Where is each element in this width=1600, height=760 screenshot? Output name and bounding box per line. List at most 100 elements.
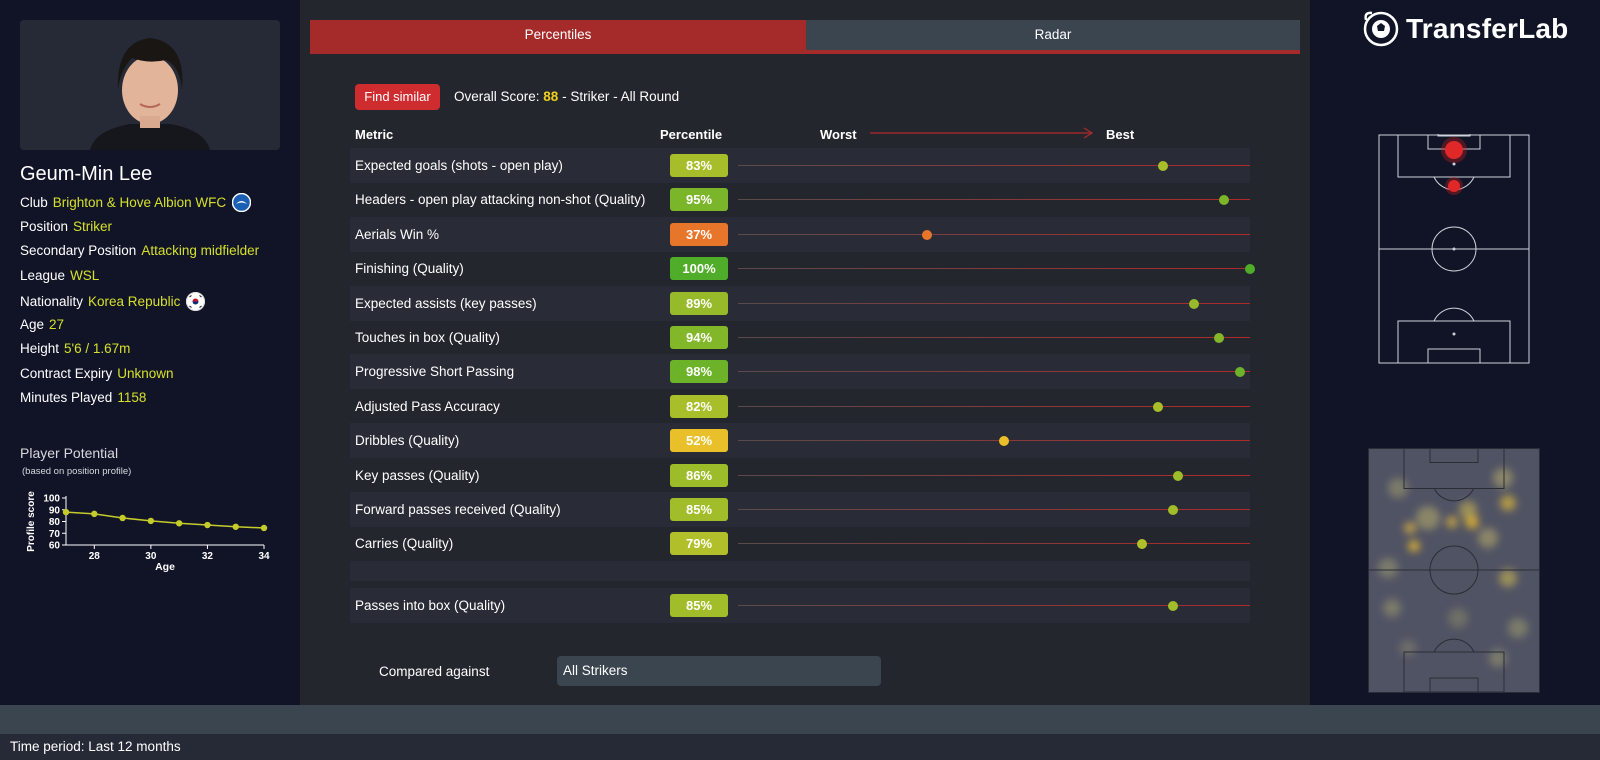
- percentile-marker: [922, 229, 933, 240]
- metric-row[interactable]: Key passes (Quality) 86%: [350, 458, 1250, 493]
- transferlab-logo: TransferLab: [1362, 10, 1568, 48]
- percentile-marker: [1137, 539, 1148, 550]
- y-tick-label: 70: [49, 529, 61, 540]
- tab-percentiles[interactable]: Percentiles: [310, 20, 806, 50]
- info-age: Age 27: [20, 317, 64, 332]
- metric-row[interactable]: Adjusted Pass Accuracy 82%: [350, 389, 1250, 424]
- x-tick-label: 32: [202, 551, 214, 562]
- pitch-panel: TransferLab: [1310, 0, 1600, 705]
- info-label: League: [20, 268, 66, 283]
- percentile-marker: [1168, 601, 1179, 611]
- metric-label: Progressive Short Passing: [355, 364, 515, 380]
- potential-subtitle: (based on position profile): [22, 466, 132, 477]
- player-info-panel: Geum-Min Lee Club Brighton & Hove Albion…: [0, 0, 300, 705]
- metric-label: Dribbles (Quality): [355, 433, 460, 449]
- info-value: 5'6 / 1.67m: [64, 341, 131, 356]
- potential-line: [65, 511, 265, 529]
- metric-row[interactable]: Forward passes received (Quality) 85%: [350, 492, 1250, 527]
- header-percentile: Percentile: [660, 127, 723, 142]
- metric-label: Finishing (Quality): [355, 261, 464, 277]
- percentile-badge: 100%: [670, 257, 728, 281]
- info-value: Korea Republic: [88, 294, 181, 309]
- potential-point: [260, 524, 268, 532]
- percentile-marker: [1188, 298, 1199, 309]
- percentile-badge: 98%: [670, 360, 728, 384]
- tab-radar[interactable]: Radar: [806, 20, 1300, 50]
- metric-row[interactable]: Headers - open play attacking non-shot (…: [350, 182, 1250, 217]
- metric-label: Touches in box (Quality): [355, 330, 500, 345]
- position-pitch-map: [1378, 134, 1530, 364]
- percentile-badge: 86%: [670, 463, 728, 487]
- metric-row[interactable]: Progressive Short Passing 98%: [350, 354, 1250, 390]
- percentile-badge: 37%: [670, 222, 728, 246]
- percentile-track: [738, 302, 1250, 304]
- percentile-track: [738, 405, 1250, 407]
- player-photo: [20, 20, 280, 150]
- info-label: Position: [20, 219, 69, 234]
- x-tick-label: 34: [258, 551, 270, 562]
- info-label: Secondary Position: [20, 243, 137, 258]
- player-name: Geum-Min Lee: [20, 163, 153, 185]
- footer-band: [0, 705, 1600, 734]
- percentile-badge: 85%: [670, 594, 728, 617]
- info-label: Age: [20, 317, 45, 332]
- percentile-track: [738, 474, 1250, 476]
- x-tick-label: 28: [89, 551, 101, 562]
- info-minutes-played: Minutes Played 1158: [20, 390, 146, 405]
- potential-point: [204, 521, 211, 529]
- percentile-badge: 89%: [670, 291, 728, 315]
- worst-to-best-arrow-icon: [870, 127, 1094, 139]
- percentile-marker: [1168, 505, 1179, 515]
- potential-point: [175, 520, 183, 527]
- percentile-track: [738, 233, 1250, 235]
- percentile-marker: [1214, 333, 1225, 343]
- percentile-badge: 79%: [670, 532, 728, 556]
- info-value[interactable]: Brighton & Hove Albion WFC: [52, 195, 227, 210]
- metric-row[interactable]: Dribbles (Quality) 52%: [350, 423, 1250, 459]
- y-tick-label: 60: [49, 541, 61, 552]
- brand-name: TransferLab: [1406, 13, 1569, 44]
- metric-row[interactable]: Passes into box (Quality) 85%: [350, 588, 1250, 623]
- find-similar-button[interactable]: Find similar: [355, 84, 440, 110]
- metric-row[interactable]: Aerials Win % 37%: [350, 216, 1250, 252]
- transferlab-logo-icon: [1363, 11, 1399, 47]
- info-value: 1158: [117, 390, 147, 405]
- metric-row[interactable]: Expected assists (key passes) 89%: [350, 285, 1250, 321]
- info-secondary-position: Secondary Position Attacking midfielder: [20, 243, 259, 258]
- metric-label: Forward passes received (Quality): [355, 502, 561, 517]
- compared-against-select[interactable]: All Strikers: [557, 656, 881, 686]
- info-value[interactable]: WSL: [70, 268, 100, 283]
- overall-score-value: 88: [543, 89, 559, 104]
- metric-label: Expected assists (key passes): [355, 295, 537, 311]
- percentile-track: [738, 371, 1250, 373]
- info-club: Club Brighton & Hove Albion WFC: [20, 192, 252, 213]
- metric-label: Carries (Quality): [355, 536, 454, 552]
- info-position: Position Striker: [20, 219, 112, 234]
- y-axis-label: Profile score: [26, 491, 37, 552]
- overall-score: Overall Score: 88 - Striker - All Round: [454, 89, 679, 104]
- info-value: Unknown: [117, 366, 174, 381]
- overall-prefix: Overall Score:: [454, 89, 540, 104]
- percentile-marker: [1157, 161, 1168, 171]
- metric-row[interactable]: Finishing (Quality) 100%: [350, 251, 1255, 286]
- y-tick-label: 90: [49, 505, 61, 516]
- percentile-marker: [999, 436, 1010, 447]
- flag-korea-icon: [186, 292, 206, 311]
- row-spacer: [350, 560, 1250, 581]
- metric-label: Expected goals (shots - open play): [355, 158, 563, 173]
- info-label: Club: [20, 195, 48, 210]
- percentile-track: [738, 268, 1250, 270]
- info-height: Height 5'6 / 1.67m: [20, 341, 130, 356]
- metric-row[interactable]: Expected goals (shots - open play) 83%: [350, 148, 1250, 183]
- percentile-badge: 95%: [670, 188, 728, 212]
- metric-row[interactable]: Touches in box (Quality) 94%: [350, 320, 1250, 355]
- info-nationality: Nationality Korea Republic: [20, 292, 206, 311]
- info-label: Nationality: [20, 294, 84, 309]
- percentile-track: [738, 199, 1250, 201]
- info-value: 27: [49, 317, 65, 332]
- info-value: Attacking midfielder: [141, 243, 260, 258]
- metric-row[interactable]: Carries (Quality) 79%: [350, 526, 1250, 561]
- percentile-track: [738, 605, 1250, 606]
- view-tabs: Percentiles Radar: [310, 20, 1300, 54]
- percentile-marker: [1219, 195, 1230, 206]
